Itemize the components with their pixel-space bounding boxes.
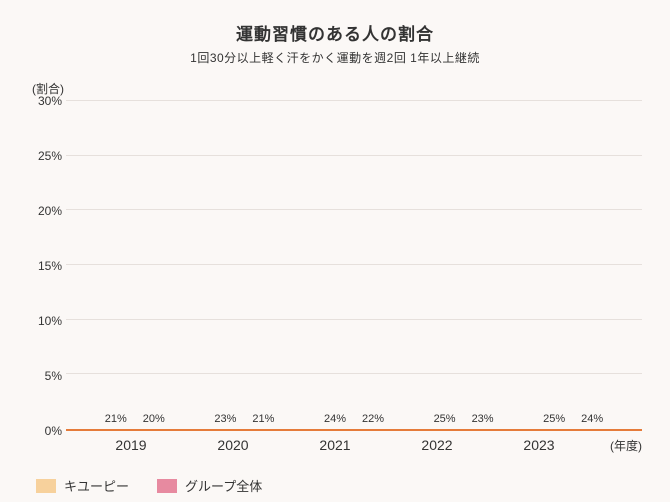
- chart-subtitle: 1回30分以上軽く汗をかく運動を週2回 1年以上継続: [28, 49, 642, 66]
- bars-layer: 21% 20% 23% 21% 24% 22% 25% 23% 25% 24%: [66, 101, 642, 429]
- legend: キユーピー グループ全体: [36, 476, 642, 495]
- bar-value-label: 24%: [581, 413, 603, 425]
- legend-label: キユーピー: [64, 476, 129, 495]
- x-axis: 2019 2020 2021 2022 2023: [66, 431, 604, 454]
- gridline: [66, 373, 642, 374]
- gridline: [66, 100, 642, 101]
- y-tick: 25%: [38, 149, 62, 163]
- bar-value-label: 23%: [472, 413, 494, 425]
- bar-value-label: 21%: [105, 413, 127, 425]
- gridline: [66, 209, 642, 210]
- x-axis-row: 2019 2020 2021 2022 2023 (年度): [66, 431, 642, 454]
- x-tick: 2019: [94, 437, 168, 454]
- bar-value-label: 25%: [543, 413, 565, 425]
- bar-value-label: 25%: [434, 413, 456, 425]
- y-tick: 0%: [45, 424, 62, 438]
- bar-value-label: 22%: [362, 413, 384, 425]
- legend-item: キユーピー: [36, 476, 129, 495]
- legend-swatch: [36, 479, 56, 493]
- bar-value-label: 20%: [143, 413, 165, 425]
- bar-value-label: 23%: [214, 413, 236, 425]
- gridline: [66, 319, 642, 320]
- legend-label: グループ全体: [185, 476, 262, 495]
- bar-value-label: 24%: [324, 413, 346, 425]
- x-tick: 2023: [502, 437, 576, 454]
- x-tick: 2022: [400, 437, 474, 454]
- y-tick: 5%: [45, 369, 62, 383]
- gridline: [66, 155, 642, 156]
- y-tick: 10%: [38, 314, 62, 328]
- chart-title: 運動習慣のある人の割合: [28, 20, 642, 45]
- y-tick: 30%: [38, 94, 62, 108]
- legend-item: グループ全体: [157, 476, 262, 495]
- y-axis: 0%5%10%15%20%25%30%: [28, 101, 66, 431]
- plot-area: 21% 20% 23% 21% 24% 22% 25% 23% 25% 24%: [66, 101, 642, 431]
- x-unit-label: (年度): [604, 431, 642, 454]
- x-tick: 2020: [196, 437, 270, 454]
- bar-value-label: 21%: [252, 413, 274, 425]
- legend-swatch: [157, 479, 177, 493]
- gridline: [66, 264, 642, 265]
- x-tick: 2021: [298, 437, 372, 454]
- y-unit-label: (割合): [32, 80, 642, 97]
- y-tick: 15%: [38, 259, 62, 273]
- y-tick: 20%: [38, 204, 62, 218]
- chart-area: 0%5%10%15%20%25%30% 21%20%23%21%24%22%25…: [28, 101, 642, 431]
